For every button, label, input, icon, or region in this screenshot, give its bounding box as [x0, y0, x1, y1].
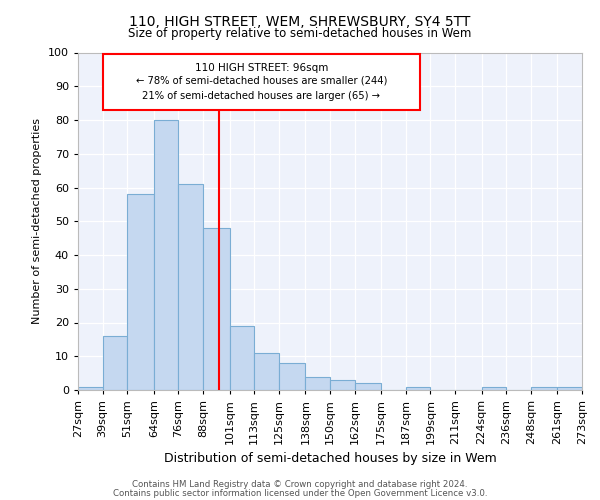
Bar — [103, 54, 420, 110]
Bar — [482, 386, 506, 390]
X-axis label: Distribution of semi-detached houses by size in Wem: Distribution of semi-detached houses by … — [164, 452, 496, 466]
Bar — [203, 228, 230, 390]
Bar — [557, 386, 582, 390]
Bar — [531, 386, 557, 390]
Text: Size of property relative to semi-detached houses in Wem: Size of property relative to semi-detach… — [128, 28, 472, 40]
Text: ← 78% of semi-detached houses are smaller (244): ← 78% of semi-detached houses are smalle… — [136, 76, 387, 86]
Text: Contains public sector information licensed under the Open Government Licence v3: Contains public sector information licen… — [113, 489, 487, 498]
Bar — [254, 353, 279, 390]
Bar — [154, 120, 178, 390]
Bar — [279, 363, 305, 390]
Bar — [127, 194, 154, 390]
Bar — [103, 336, 127, 390]
Bar — [305, 376, 330, 390]
Bar — [355, 383, 381, 390]
Bar — [78, 386, 103, 390]
Text: 21% of semi-detached houses are larger (65) →: 21% of semi-detached houses are larger (… — [142, 92, 380, 102]
Text: 110 HIGH STREET: 96sqm: 110 HIGH STREET: 96sqm — [194, 62, 328, 72]
Bar — [330, 380, 355, 390]
Bar — [406, 386, 430, 390]
Text: 110, HIGH STREET, WEM, SHREWSBURY, SY4 5TT: 110, HIGH STREET, WEM, SHREWSBURY, SY4 5… — [130, 15, 470, 29]
Bar — [178, 184, 203, 390]
Bar — [230, 326, 254, 390]
Y-axis label: Number of semi-detached properties: Number of semi-detached properties — [32, 118, 43, 324]
Text: Contains HM Land Registry data © Crown copyright and database right 2024.: Contains HM Land Registry data © Crown c… — [132, 480, 468, 489]
